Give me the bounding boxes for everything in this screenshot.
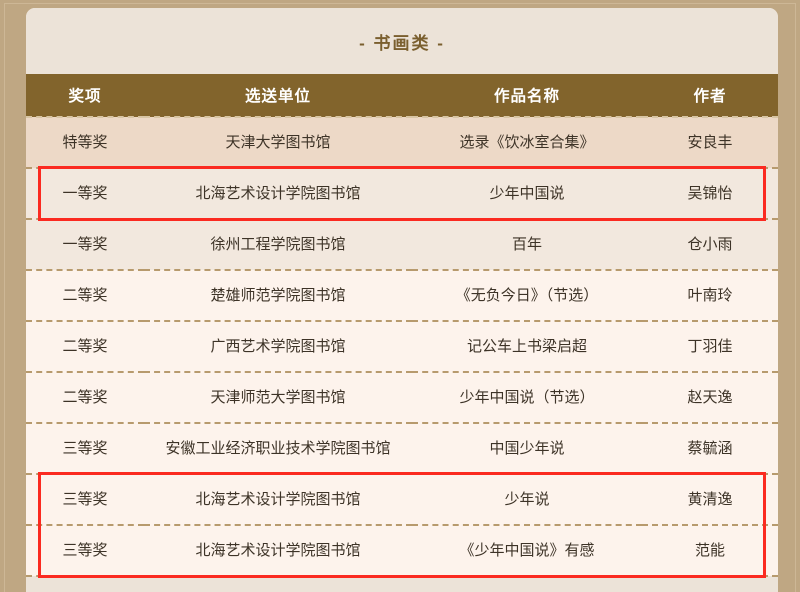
cell-unit: 安徽工业经济职业技术学院图书馆: [144, 423, 412, 475]
cell-author: 叶南玲: [642, 270, 778, 322]
award-card: - 书画类 - 奖项 选送单位 作品名称 作者 特等奖 天津大学图书馆 选录《饮冰室…: [26, 8, 778, 592]
cell-author: 仓小雨: [642, 219, 778, 271]
cell-work: 百年: [412, 219, 642, 271]
column-header-author[interactable]: 作者: [642, 74, 778, 117]
cell-work: 中国少年说: [412, 423, 642, 475]
cell-award: 三等奖: [26, 474, 144, 526]
cell-work: 选录《饮冰室合集》: [412, 117, 642, 169]
table-row[interactable]: 特等奖 天津大学图书馆 选录《饮冰室合集》 安良丰: [26, 117, 778, 169]
cell-unit: 北海艺术设计学院图书馆: [144, 168, 412, 220]
cell-award: 三等奖: [26, 423, 144, 475]
table-row[interactable]: 二等奖 楚雄师范学院图书馆 《无负今日》（节选） 叶南玲: [26, 270, 778, 322]
cell-award: 一等奖: [26, 168, 144, 220]
table-header: 奖项 选送单位 作品名称 作者: [26, 74, 778, 117]
cell-award: 二等奖: [26, 321, 144, 373]
cell-unit: 北海艺术设计学院图书馆: [144, 525, 412, 577]
table-row[interactable]: 一等奖 徐州工程学院图书馆 百年 仓小雨: [26, 219, 778, 271]
cell-work: 记公车上书梁启超: [412, 321, 642, 373]
cell-author: 赵天逸: [642, 372, 778, 424]
cell-award: 特等奖: [26, 117, 144, 169]
table-header-row: 奖项 选送单位 作品名称 作者: [26, 74, 778, 117]
page-title: - 书画类 -: [359, 33, 445, 53]
table-row[interactable]: 二等奖 广西艺术学院图书馆 记公车上书梁启超 丁羽佳: [26, 321, 778, 373]
table-body: 特等奖 天津大学图书馆 选录《饮冰室合集》 安良丰 一等奖 北海艺术设计学院图书馆 少年中国…: [26, 117, 778, 577]
cell-unit: 楚雄师范学院图书馆: [144, 270, 412, 322]
table-row[interactable]: 三等奖 北海艺术设计学院图书馆 《少年中国说》有感 范能: [26, 525, 778, 577]
cell-work: 少年中国说（节选）: [412, 372, 642, 424]
cell-unit: 北海艺术设计学院图书馆: [144, 474, 412, 526]
cell-unit: 天津师范大学图书馆: [144, 372, 412, 424]
cell-unit: 徐州工程学院图书馆: [144, 219, 412, 271]
section-title-band: - 书画类 -: [26, 8, 778, 74]
cell-author: 蔡毓涵: [642, 423, 778, 475]
cell-work: 少年中国说: [412, 168, 642, 220]
table-row[interactable]: 二等奖 天津师范大学图书馆 少年中国说（节选） 赵天逸: [26, 372, 778, 424]
cell-unit: 广西艺术学院图书馆: [144, 321, 412, 373]
column-header-work[interactable]: 作品名称: [412, 74, 642, 117]
column-header-unit[interactable]: 选送单位: [144, 74, 412, 117]
cell-unit: 天津大学图书馆: [144, 117, 412, 169]
column-header-award[interactable]: 奖项: [26, 74, 144, 117]
cell-award: 二等奖: [26, 372, 144, 424]
cell-work: 少年说: [412, 474, 642, 526]
table-row[interactable]: 三等奖 安徽工业经济职业技术学院图书馆 中国少年说 蔡毓涵: [26, 423, 778, 475]
cell-award: 二等奖: [26, 270, 144, 322]
table-row[interactable]: 三等奖 北海艺术设计学院图书馆 少年说 黄清逸: [26, 474, 778, 526]
cell-author: 范能: [642, 525, 778, 577]
cell-author: 吴锦怡: [642, 168, 778, 220]
cell-author: 安良丰: [642, 117, 778, 169]
cell-author: 黄清逸: [642, 474, 778, 526]
cell-work: 《少年中国说》有感: [412, 525, 642, 577]
table-row[interactable]: 一等奖 北海艺术设计学院图书馆 少年中国说 吴锦怡: [26, 168, 778, 220]
cell-award: 一等奖: [26, 219, 144, 271]
award-table: 奖项 选送单位 作品名称 作者 特等奖 天津大学图书馆 选录《饮冰室合集》 安良丰 一等…: [26, 74, 778, 577]
cell-work: 《无负今日》（节选）: [412, 270, 642, 322]
cell-author: 丁羽佳: [642, 321, 778, 373]
cell-award: 三等奖: [26, 525, 144, 577]
